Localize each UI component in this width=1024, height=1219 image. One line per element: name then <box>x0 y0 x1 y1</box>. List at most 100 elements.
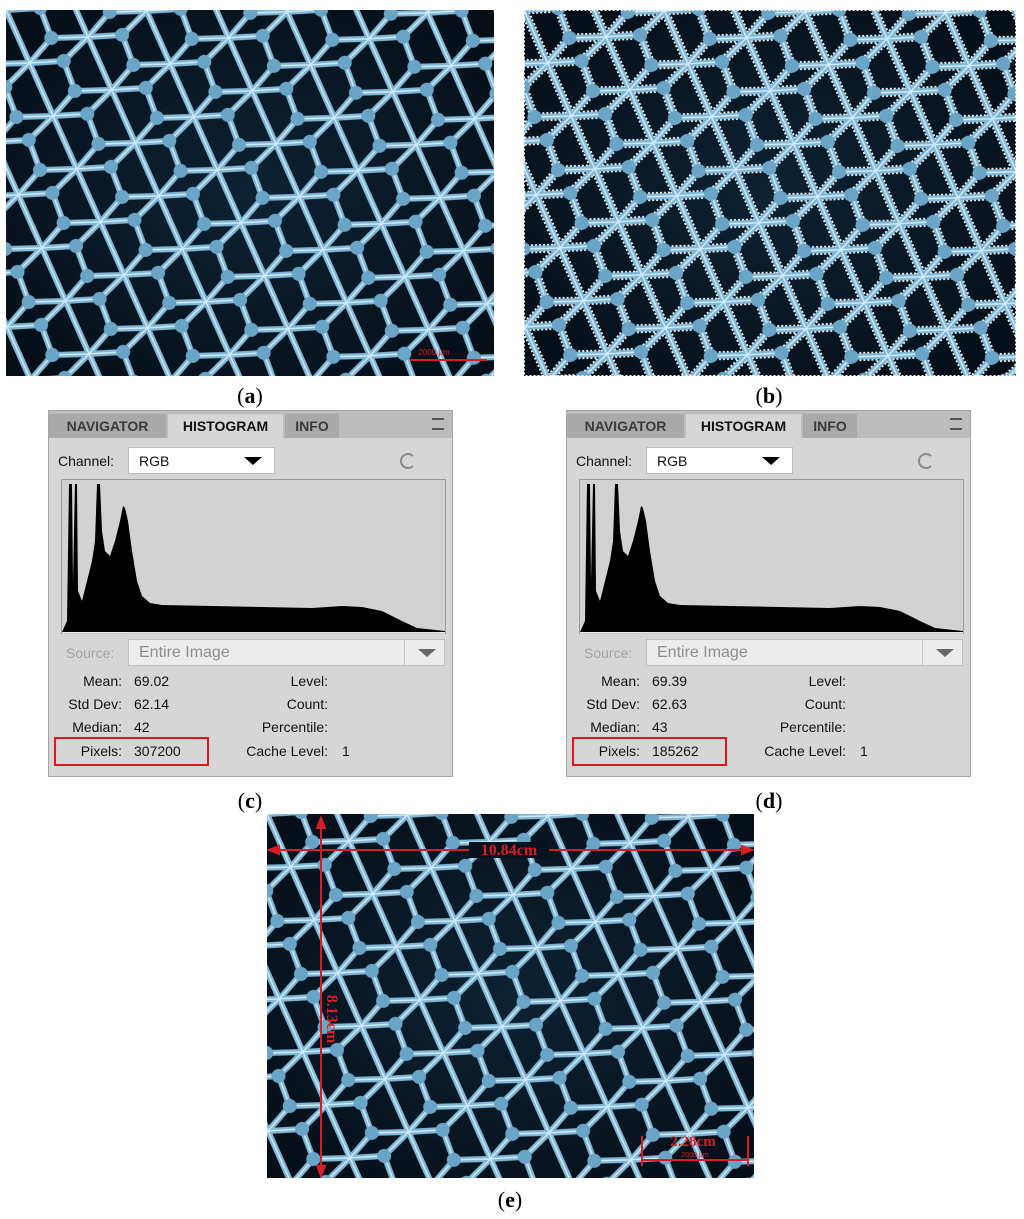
arrow <box>315 815 327 1178</box>
mesh-label: 2.28cm <box>670 1134 716 1150</box>
letter: e <box>505 1187 515 1212</box>
stat-label: Percentile: <box>779 719 846 735</box>
scale-bar-label: 2000 μm <box>681 1152 709 1159</box>
tab[interactable]: HISTOGRAM <box>686 414 801 438</box>
dropdown-arrow <box>418 649 436 657</box>
histogram-panel: NAVIGATOR HISTOGRAM INFO Channel: RGB Source:… <box>48 410 453 777</box>
source-label: Source: <box>66 645 115 661</box>
source-dropdown[interactable]: Entire Image <box>128 639 445 666</box>
dropdown-arrow <box>762 457 780 465</box>
stat-label: Level: <box>290 673 328 689</box>
letter: c <box>245 788 255 813</box>
dropdown-arrow <box>936 649 954 657</box>
paren: ( <box>237 383 245 408</box>
paren: ( <box>497 1187 506 1212</box>
channel-dropdown[interactable]: RGB <box>128 447 275 474</box>
stat-value: 69.02 <box>134 673 170 689</box>
paren: ) <box>255 383 263 408</box>
dropdown-arrow <box>244 457 262 465</box>
source-dropdown[interactable]: Entire Image <box>646 639 963 666</box>
stat-label: Count: <box>804 696 846 712</box>
stat-label: Percentile: <box>261 719 328 735</box>
stat-label: Level: <box>808 673 846 689</box>
mesh-photo: 2000 μm <box>6 10 494 376</box>
histogram <box>61 479 446 634</box>
panel-caption: (c) <box>220 788 280 814</box>
stat-label: Mean: <box>83 673 122 689</box>
mesh-net <box>6 10 494 376</box>
panel-menu <box>432 418 444 430</box>
highlight-box <box>572 737 727 766</box>
histogram-panel: NAVIGATOR HISTOGRAM INFO Channel: RGB Source:… <box>566 410 971 777</box>
stat-value: 307200 <box>134 743 181 759</box>
tab[interactable]: NAVIGATOR <box>567 414 684 438</box>
mesh-photo-measured: 10.84cm 8.13cm 2.28cm 2000 μm <box>267 814 754 1178</box>
source-value: Entire Image <box>139 644 230 661</box>
paren: ) <box>775 383 783 408</box>
stat-label: Std Dev: <box>68 696 122 712</box>
mesh-net-selection <box>524 10 1016 376</box>
divider <box>404 640 405 665</box>
stat-value: 1 <box>342 743 350 759</box>
divider <box>922 640 923 665</box>
stat-value: 62.63 <box>652 696 688 712</box>
stat-label: Pixels: <box>80 743 122 759</box>
tab-bar: NAVIGATOR HISTOGRAM INFO <box>567 411 970 438</box>
panel-caption: (d) <box>739 788 799 814</box>
tab[interactable]: NAVIGATOR <box>49 414 166 438</box>
letter: b <box>762 383 776 408</box>
panel-caption: (b) <box>739 383 799 409</box>
width-label: 10.84cm <box>481 842 538 859</box>
channel-value: RGB <box>139 453 170 469</box>
refresh-button[interactable] <box>918 453 934 469</box>
paren: ) <box>775 788 783 813</box>
stat-label: Std Dev: <box>586 696 640 712</box>
highlight-box <box>54 737 209 766</box>
paren: ) <box>254 788 263 813</box>
panel-caption: (a) <box>220 383 280 409</box>
mesh-photo-selected <box>524 10 1016 376</box>
stat-value: 43 <box>652 719 668 735</box>
stat-label: Median: <box>590 719 640 735</box>
panel-menu <box>950 418 962 430</box>
channel-label: Channel: <box>576 453 633 469</box>
mesh-net <box>267 814 754 1178</box>
panel-caption: (e) <box>480 1187 540 1213</box>
channel-dropdown[interactable]: RGB <box>646 447 793 474</box>
tab-bar: NAVIGATOR HISTOGRAM INFO <box>49 411 452 438</box>
selection-border <box>524 10 1016 376</box>
stat-value: 62.14 <box>134 696 170 712</box>
paren: ( <box>755 788 763 813</box>
height-label: 8.13cm <box>323 995 340 1044</box>
letter: a <box>244 383 256 408</box>
letter: d <box>762 788 776 813</box>
stat-value: 42 <box>134 719 150 735</box>
tab[interactable]: INFO <box>803 414 857 438</box>
stat-label: Median: <box>72 719 122 735</box>
label-backing <box>469 842 549 858</box>
paren: ( <box>755 383 763 408</box>
histogram-graph <box>580 484 963 632</box>
paren: ) <box>514 1187 523 1212</box>
tab[interactable]: INFO <box>285 414 339 438</box>
tab[interactable]: HISTOGRAM <box>168 414 283 438</box>
histogram <box>579 479 964 634</box>
stat-label: Mean: <box>601 673 640 689</box>
stat-label: Cache Level: <box>764 743 846 759</box>
scale-bar-label: 2000 μm <box>418 348 450 357</box>
stat-label: Count: <box>286 696 328 712</box>
source-value: Entire Image <box>657 644 748 661</box>
refresh-button[interactable] <box>400 453 416 469</box>
source-label: Source: <box>584 645 633 661</box>
paren: ( <box>237 788 246 813</box>
arrow <box>267 844 754 856</box>
channel-value: RGB <box>657 453 688 469</box>
stat-value: 185262 <box>652 743 699 759</box>
stat-label: Pixels: <box>598 743 640 759</box>
stat-value: 1 <box>860 743 868 759</box>
stat-value: 69.39 <box>652 673 688 689</box>
channel-label: Channel: <box>58 453 115 469</box>
stat-label: Cache Level: <box>246 743 328 759</box>
histogram-graph <box>62 484 445 632</box>
